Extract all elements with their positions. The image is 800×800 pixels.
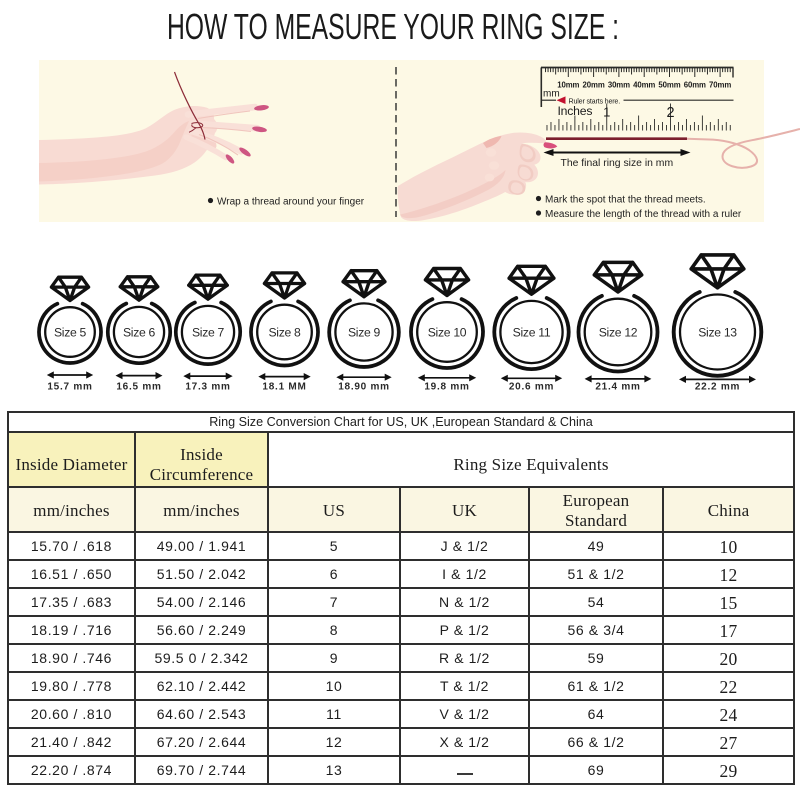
svg-text:21.4 mm: 21.4 mm	[595, 382, 640, 393]
svg-text:Size 11: Size 11	[513, 326, 551, 340]
svg-text:20.6 mm: 20.6 mm	[509, 382, 554, 393]
svg-text:Ruler starts here.: Ruler starts here.	[569, 96, 621, 105]
svg-text:17.3 mm: 17.3 mm	[185, 382, 230, 393]
svg-text:18.1 MM: 18.1 MM	[262, 382, 306, 393]
svg-text:Measure the length of the thre: Measure the length of the thread with a …	[545, 209, 742, 220]
svg-text:Size 13: Size 13	[698, 326, 737, 340]
svg-text:Size 8: Size 8	[268, 326, 301, 340]
svg-text:Size 12: Size 12	[599, 326, 638, 340]
svg-text:mm: mm	[543, 89, 560, 100]
svg-text:Size 9: Size 9	[348, 326, 381, 340]
svg-text:70mm: 70mm	[709, 80, 731, 89]
svg-text:18.90 mm: 18.90 mm	[338, 382, 390, 393]
svg-text:Size 7: Size 7	[192, 326, 225, 340]
svg-text:19.8 mm: 19.8 mm	[424, 382, 469, 393]
svg-text:The final ring size in mm: The final ring size in mm	[561, 158, 674, 169]
svg-text:16.5 mm: 16.5 mm	[116, 382, 161, 393]
svg-text:30mm: 30mm	[608, 80, 630, 89]
svg-text:50mm: 50mm	[658, 80, 680, 89]
svg-text:Wrap a thread around your fing: Wrap a thread around your finger	[217, 197, 365, 208]
svg-text:Size 10: Size 10	[428, 326, 467, 340]
svg-text:20mm: 20mm	[583, 80, 605, 89]
svg-text:1: 1	[603, 105, 610, 120]
svg-text:Size 5: Size 5	[54, 326, 87, 340]
svg-text:2: 2	[666, 105, 674, 121]
svg-text:15.7 mm: 15.7 mm	[47, 382, 92, 393]
svg-text:10mm: 10mm	[557, 80, 579, 89]
svg-text:Size 6: Size 6	[123, 326, 156, 340]
svg-text:Mark the spot that the thread: Mark the spot that the thread meets.	[545, 195, 706, 206]
svg-text:60mm: 60mm	[684, 80, 706, 89]
svg-text:22.2 mm: 22.2 mm	[695, 382, 740, 393]
svg-text:Inches: Inches	[558, 104, 593, 118]
svg-text:40mm: 40mm	[633, 80, 655, 89]
